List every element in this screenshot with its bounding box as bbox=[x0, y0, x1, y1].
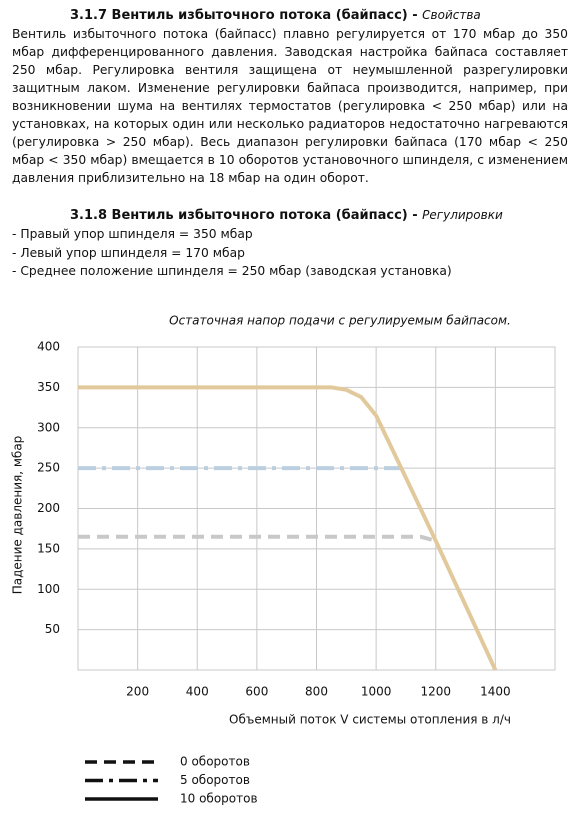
x-tick-label: 400 bbox=[186, 685, 209, 699]
list-item: - Правый упор шпинделя = 350 мбар bbox=[12, 227, 253, 241]
y-tick-label: 400 bbox=[37, 340, 60, 354]
y-tick-label: 250 bbox=[37, 461, 60, 475]
list-item: - Среднее положение шпинделя = 250 мбар … bbox=[12, 264, 452, 278]
chart-title: Остаточная напор подачи с регулируемым б… bbox=[169, 314, 511, 328]
subheading: Свойства bbox=[422, 8, 481, 22]
y-tick-label: 350 bbox=[37, 380, 60, 394]
x-tick-label: 600 bbox=[245, 685, 268, 699]
legend-label: 5 оборотов bbox=[180, 773, 250, 787]
y-tick-label: 50 bbox=[45, 622, 60, 636]
y-tick-label: 300 bbox=[37, 420, 60, 434]
series-line bbox=[78, 385, 498, 671]
y-tick-label: 100 bbox=[37, 582, 60, 596]
series-line bbox=[78, 534, 437, 543]
heading-text: 3.1.7 Вентиль избыточного потока (байпас… bbox=[70, 8, 423, 23]
heading: 3.1.8 Вентиль избыточного потока (байпас… bbox=[12, 206, 568, 225]
legend-label: 10 оборотов bbox=[180, 792, 258, 806]
section-properties: 3.1.7 Вентиль избыточного потока (байпас… bbox=[12, 6, 568, 187]
heading-text: 3.1.8 Вентиль избыточного потока (байпас… bbox=[70, 208, 423, 223]
x-tick-label: 200 bbox=[126, 685, 149, 699]
list-item: - Левый упор шпинделя = 170 мбар bbox=[12, 245, 245, 260]
y-tick-label: 200 bbox=[37, 501, 60, 515]
x-tick-label: 1200 bbox=[420, 685, 451, 699]
x-tick-label: 1400 bbox=[480, 685, 511, 699]
x-tick-label: 800 bbox=[305, 685, 328, 699]
x-axis-label: Объемный поток V системы отопления в л/ч bbox=[229, 713, 511, 727]
subheading: Регулировки bbox=[422, 208, 503, 222]
x-tick-label: 1000 bbox=[361, 685, 392, 699]
paragraph: Вентиль избыточного потока (байпасс) пла… bbox=[12, 27, 568, 185]
y-tick-label: 150 bbox=[37, 541, 60, 555]
y-axis-label: Падение давления, мбар bbox=[11, 436, 25, 595]
legend-label: 0 оборотов bbox=[180, 755, 250, 769]
section-settings: 3.1.8 Вентиль избыточного потока (байпас… bbox=[12, 206, 568, 281]
heading: 3.1.7 Вентиль избыточного потока (байпас… bbox=[12, 6, 568, 25]
